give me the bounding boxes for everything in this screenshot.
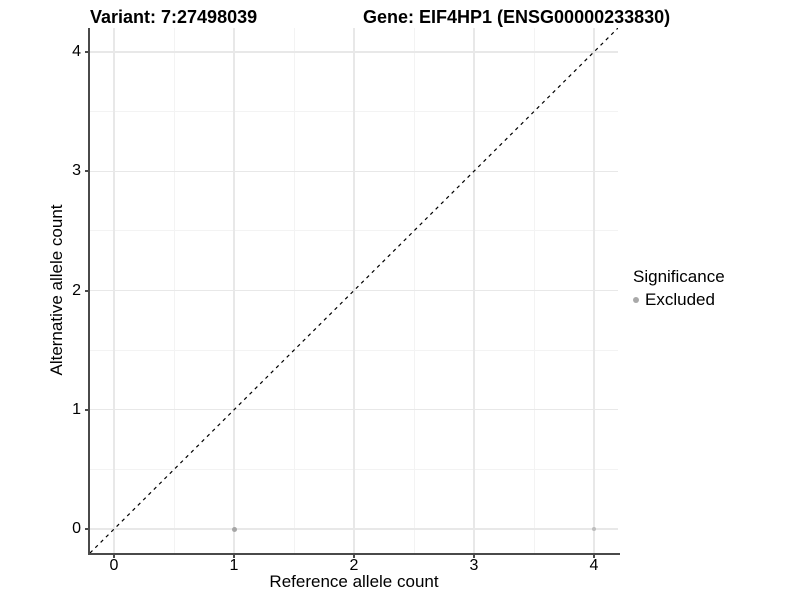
x-tick-mark: [593, 553, 595, 558]
y-tick-label: 0: [72, 520, 81, 538]
y-tick-mark: [85, 50, 90, 53]
x-tick-label: 4: [589, 557, 599, 574]
data-point: [231, 526, 237, 532]
legend-point-icon: [633, 297, 639, 303]
x-tick-label: 2: [349, 557, 359, 574]
x-tick-label: 1: [229, 557, 239, 574]
legend: Significance Excluded: [633, 267, 725, 310]
plot-panel: [90, 28, 618, 553]
y-tick-label: 1: [72, 400, 81, 418]
y-tick-label: 2: [72, 281, 81, 299]
major-gridline-horizontal: [90, 409, 618, 411]
x-tick-label: 3: [469, 557, 479, 574]
y-tick-label: 4: [72, 42, 81, 60]
x-tick-mark: [473, 553, 475, 558]
x-tick-mark: [353, 553, 355, 558]
y-tick-mark: [85, 289, 90, 292]
y-tick-label: 3: [72, 162, 81, 180]
x-tick-mark: [233, 553, 235, 558]
legend-item: Excluded: [633, 290, 725, 310]
legend-item-label: Excluded: [645, 290, 715, 309]
plot-title-variant: Variant: 7:27498039: [90, 7, 258, 27]
data-point: [592, 527, 596, 532]
x-tick-label: 0: [109, 557, 119, 574]
x-axis-title: Reference allele count: [269, 572, 439, 591]
y-tick-mark: [85, 170, 90, 173]
plot-title-gene: Gene: EIF4HP1 (ENSG00000233830): [363, 7, 671, 27]
major-gridline-horizontal: [90, 528, 618, 530]
y-axis-line: [88, 28, 90, 555]
major-gridline-horizontal: [90, 170, 618, 172]
identity-line: [90, 28, 618, 553]
legend-title: Significance: [633, 267, 725, 286]
major-gridline-horizontal: [90, 51, 618, 53]
y-tick-mark: [85, 408, 90, 411]
major-gridline-horizontal: [90, 289, 618, 292]
x-tick-mark: [113, 553, 115, 558]
y-tick-mark: [85, 528, 90, 531]
